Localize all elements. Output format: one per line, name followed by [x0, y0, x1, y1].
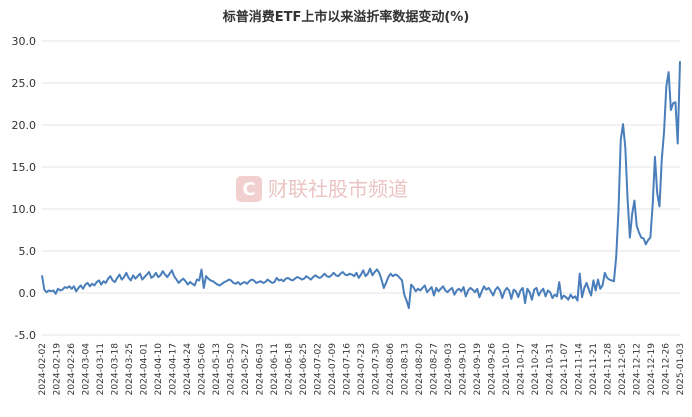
- x-tick-label: 2024-12-19: [647, 343, 657, 396]
- x-tick-label: 2024-08-13: [401, 343, 411, 395]
- x-tick-label: 2024-09-26: [488, 343, 498, 396]
- x-tick-label: 2024-12-26: [662, 343, 672, 396]
- x-tick-label: 2024-08-27: [430, 343, 440, 395]
- x-tick-label: 2024-06-18: [285, 343, 295, 396]
- x-tick-label: 2024-11-21: [589, 343, 599, 395]
- watermark-logo-icon: [236, 176, 262, 202]
- x-tick-label: 2024-07-09: [328, 343, 338, 396]
- y-tick-label: 25.0: [12, 77, 37, 90]
- x-tick-label: 2024-02-02: [38, 343, 48, 395]
- x-tick-label: 2024-10-10: [502, 343, 512, 396]
- x-tick-label: 2024-07-16: [343, 343, 353, 396]
- x-tick-label: 2024-11-28: [604, 343, 614, 396]
- y-tick-label: 0.0: [19, 287, 37, 300]
- chart-title: 标普消费ETF上市以来溢折率数据变动(%): [222, 10, 470, 25]
- x-tick-label: 2025-01-03: [676, 343, 686, 395]
- x-tick-label: 2024-12-05: [618, 343, 628, 395]
- x-tick-label: 2024-04-24: [183, 343, 193, 396]
- x-tick-label: 2024-03-04: [82, 343, 92, 396]
- x-tick-label: 2024-10-24: [531, 343, 541, 396]
- y-tick-label: 30.0: [12, 35, 37, 48]
- x-tick-label: 2024-11-14: [575, 343, 585, 396]
- x-tick-label: 2024-07-02: [314, 343, 324, 395]
- x-tick-label: 2024-04-17: [169, 343, 179, 395]
- x-tick-label: 2024-05-27: [241, 343, 251, 395]
- x-tick-label: 2024-06-25: [299, 343, 309, 395]
- x-tick-label: 2024-09-03: [444, 343, 454, 395]
- x-tick-label: 2024-07-23: [357, 343, 367, 395]
- x-tick-label: 2024-02-26: [67, 343, 77, 396]
- series-layer: [41, 61, 681, 310]
- y-tick-label: 20.0: [12, 119, 37, 132]
- grid-lines: [42, 40, 680, 336]
- x-tick-label: 2024-06-03: [256, 343, 266, 395]
- watermark-text: 财联社股市频道: [268, 177, 408, 201]
- y-tick-label: 10.0: [12, 203, 37, 216]
- x-axis-ticks: 2024-02-02 2024-02-19 2024-02-26 2024-03-04…: [38, 343, 686, 396]
- x-tick-label: 2024-04-01: [140, 343, 150, 395]
- x-tick-label: 2024-09-10: [459, 343, 469, 396]
- x-tick-label: 2024-10-17: [517, 343, 527, 395]
- y-axis-ticks: -5.0 0.0 5.0 10.0 15.0 20.0 25.0 30.0: [12, 35, 37, 342]
- x-tick-label: 2024-11-07: [560, 343, 570, 395]
- y-tick-label: 5.0: [19, 245, 37, 258]
- x-tick-label: 2024-10-31: [546, 343, 556, 395]
- series-line: [41, 61, 681, 310]
- x-tick-label: 2024-03-11: [96, 343, 106, 395]
- x-tick-label: 2024-07-30: [372, 343, 382, 396]
- watermark-logo-glyph: C: [242, 179, 255, 200]
- y-tick-label: -5.0: [15, 329, 36, 342]
- x-tick-label: 2024-06-11: [270, 343, 280, 395]
- x-tick-label: 2024-04-10: [154, 343, 164, 396]
- x-tick-label: 2024-02-19: [53, 343, 63, 396]
- x-tick-label: 2024-05-13: [212, 343, 222, 395]
- watermark: C 财联社股市频道: [236, 176, 408, 202]
- y-tick-label: 15.0: [12, 161, 37, 174]
- x-tick-label: 2024-12-12: [633, 343, 643, 395]
- x-tick-label: 2024-03-25: [125, 343, 135, 395]
- x-tick-label: 2024-05-20: [227, 343, 237, 396]
- x-tick-label: 2024-08-20: [415, 343, 425, 396]
- x-tick-label: 2024-09-19: [473, 343, 483, 396]
- x-tick-label: 2024-03-18: [111, 343, 121, 396]
- x-tick-label: 2024-08-06: [386, 343, 396, 396]
- x-tick-label: 2024-05-06: [198, 343, 208, 396]
